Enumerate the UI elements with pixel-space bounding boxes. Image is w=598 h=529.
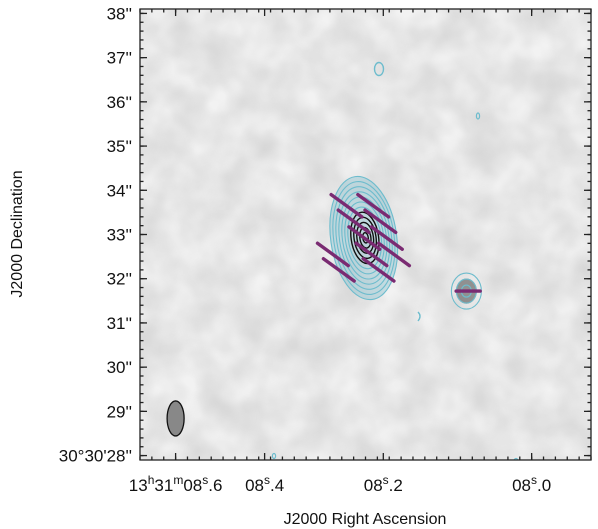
x-tick-label: 08s.4	[245, 473, 284, 495]
x-tick-labels: 13h31m08s.6 08s.4 08s.2 08s.0	[129, 473, 551, 495]
beam-ellipse	[166, 400, 185, 437]
x-tick-label: 08s.2	[364, 473, 403, 495]
y-tick-label: 33''	[107, 226, 132, 245]
polarization-vector	[336, 208, 371, 235]
y-tick-label: 29''	[107, 402, 132, 421]
polarization-vector	[321, 257, 356, 283]
plot-area	[140, 9, 591, 460]
polarization-vector	[347, 225, 382, 251]
x-tick-label: 13h31m08s.6	[129, 473, 223, 495]
noise-contour	[373, 61, 385, 77]
main-source-contour	[332, 181, 396, 296]
y-tick-label: 31''	[107, 314, 132, 333]
main-source-contour	[335, 186, 393, 290]
polarization-vector	[361, 257, 396, 283]
polarization-vector	[356, 192, 391, 219]
noise-contour	[417, 311, 421, 322]
noise-contour	[271, 452, 277, 460]
tick-marks	[139, 9, 592, 460]
polarization-vector	[329, 192, 364, 219]
x-axis-title: J2000 Right Ascension	[284, 511, 447, 528]
vector-layer	[315, 192, 482, 293]
polarization-vector	[363, 208, 398, 235]
contour-specks	[271, 61, 519, 460]
y-tick-label: 32''	[107, 270, 132, 289]
main-source-contour	[338, 191, 391, 285]
polarization-vector	[354, 241, 389, 268]
beam-layer	[166, 400, 185, 437]
y-tick-label: 37''	[107, 49, 132, 68]
y-tick-label: 35''	[107, 137, 132, 156]
y-tick-label: 30°30'28''	[59, 447, 132, 466]
y-tick-label: 38''	[107, 4, 132, 23]
noise-contour	[475, 112, 481, 120]
polarization-vector	[315, 241, 350, 268]
y-tick-labels: 38'' 37'' 36'' 35'' 34'' 33'' 32'' 31'' 30'' 29''…	[59, 4, 132, 465]
x-tick-label: 08s.0	[512, 473, 551, 495]
y-tick-label: 36''	[107, 93, 132, 112]
polarization-vector	[369, 225, 404, 251]
polarization-vector	[376, 241, 412, 268]
y-axis-title: J2000 Declination	[9, 170, 26, 297]
y-tick-label: 30''	[107, 358, 132, 377]
y-tick-label: 34''	[107, 181, 132, 200]
noise-contour	[513, 457, 519, 460]
